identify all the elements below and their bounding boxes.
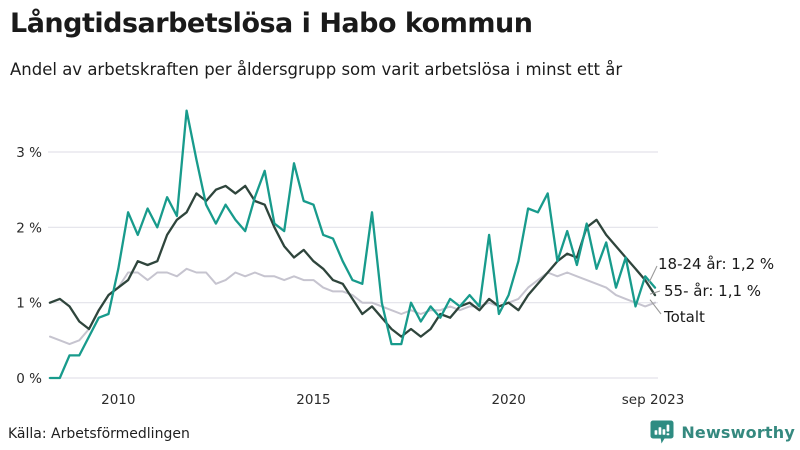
x-axis-tick-label: 2010 — [101, 392, 135, 408]
newsworthy-brand: Newsworthy — [649, 419, 795, 445]
x-axis-tick-label: 2015 — [296, 392, 330, 408]
series-line-55-r — [48, 184, 657, 338]
source-note: Källa: Arbetsförmedlingen — [8, 426, 190, 442]
page-title: Långtidsarbetslösa i Habo kommun — [10, 8, 533, 39]
series-line-totalt — [49, 267, 656, 346]
y-axis-tick-label: 1 % — [16, 296, 42, 312]
page-subtitle: Andel av arbetskraften per åldersgrupp s… — [10, 60, 623, 79]
annotation-connector — [649, 299, 662, 315]
x-axis-tick-label: sep 2023 — [622, 392, 685, 408]
x-axis-tick-label: 2020 — [491, 392, 525, 408]
series-end-label-55plus: 55- år: 1,1 % — [664, 282, 762, 300]
y-axis-tick-label: 0 % — [16, 371, 42, 387]
series-end-label-total: Totalt — [664, 308, 705, 326]
y-axis-tick-label: 2 % — [16, 220, 42, 236]
annotation-connector — [648, 265, 658, 283]
annotation-connector — [649, 290, 661, 295]
y-axis-tick-label: 3 % — [16, 145, 42, 161]
series-end-label-18-24: 18-24 år: 1,2 % — [658, 255, 775, 273]
newsworthy-logo-text: Newsworthy — [681, 422, 795, 442]
newsworthy-logo-icon — [650, 420, 674, 444]
series-line-18-24-r — [48, 109, 657, 380]
